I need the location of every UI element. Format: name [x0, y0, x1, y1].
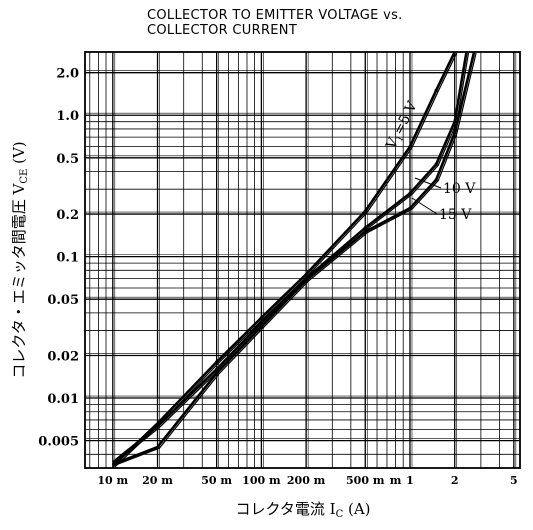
series-point: [434, 178, 438, 182]
series-point: [453, 131, 457, 135]
x-tick-label: 5: [510, 474, 518, 487]
y-tick-label: 0.1: [56, 251, 79, 266]
x-tick-label: m: [390, 474, 402, 487]
y-tick-label: 0.5: [56, 152, 79, 167]
chart-title-line-2: COLLECTOR CURRENT: [147, 23, 298, 38]
series-line-2: [111, 51, 468, 464]
leader-line-10v: [414, 177, 442, 189]
x-tick-label: 10 m: [97, 474, 128, 487]
x-tick-label: 200 m: [287, 474, 326, 487]
series-line-3-edge: [114, 52, 477, 466]
series-point: [363, 209, 367, 213]
x-tick-label: 500 m: [346, 474, 385, 487]
series-point: [215, 371, 219, 375]
y-tick-label: 0.01: [47, 392, 79, 407]
x-tick-label: 100 m: [242, 474, 281, 487]
series-line-3: [112, 51, 476, 466]
series-point: [215, 360, 219, 364]
series-label-10v: 10 V: [443, 181, 476, 197]
x-tick-label: 2: [451, 474, 459, 487]
series-point: [434, 162, 438, 166]
series-point: [408, 144, 412, 149]
series-point: [215, 367, 219, 371]
series-point: [434, 88, 438, 92]
series-point: [259, 316, 263, 320]
y-tick-label: 1.0: [56, 109, 79, 124]
plot-frame: [84, 51, 521, 469]
x-axis-label: コレクタ電流 IC (A): [235, 500, 370, 520]
series-point: [363, 230, 367, 234]
y-tick-label: 2.0: [56, 67, 79, 82]
x-tick-label: 20 m: [142, 474, 173, 487]
series-point: [259, 321, 263, 325]
y-tick-label: 0.02: [47, 349, 79, 364]
chart-title-line-1: COLLECTOR TO EMITTER VOLTAGE vs.: [147, 8, 403, 23]
leader-line-15v: [411, 197, 438, 215]
series-label-15v: 15 V: [439, 207, 472, 223]
series-point: [304, 272, 308, 276]
series-point: [304, 278, 308, 282]
series-point: [363, 226, 367, 230]
x-tick-label: 1: [406, 474, 414, 487]
series-point: [408, 206, 412, 210]
y-axis-label: コレクタ・エミッタ間電圧 VCE (V): [10, 141, 30, 378]
series-point: [408, 191, 412, 196]
series-point: [259, 324, 263, 329]
series-point: [453, 120, 457, 124]
y-tick-label: 0.2: [56, 208, 79, 223]
y-tick-label: 0.005: [38, 435, 79, 450]
x-tick-label: 50 m: [201, 474, 232, 487]
y-tick-label: 0.05: [47, 293, 79, 308]
